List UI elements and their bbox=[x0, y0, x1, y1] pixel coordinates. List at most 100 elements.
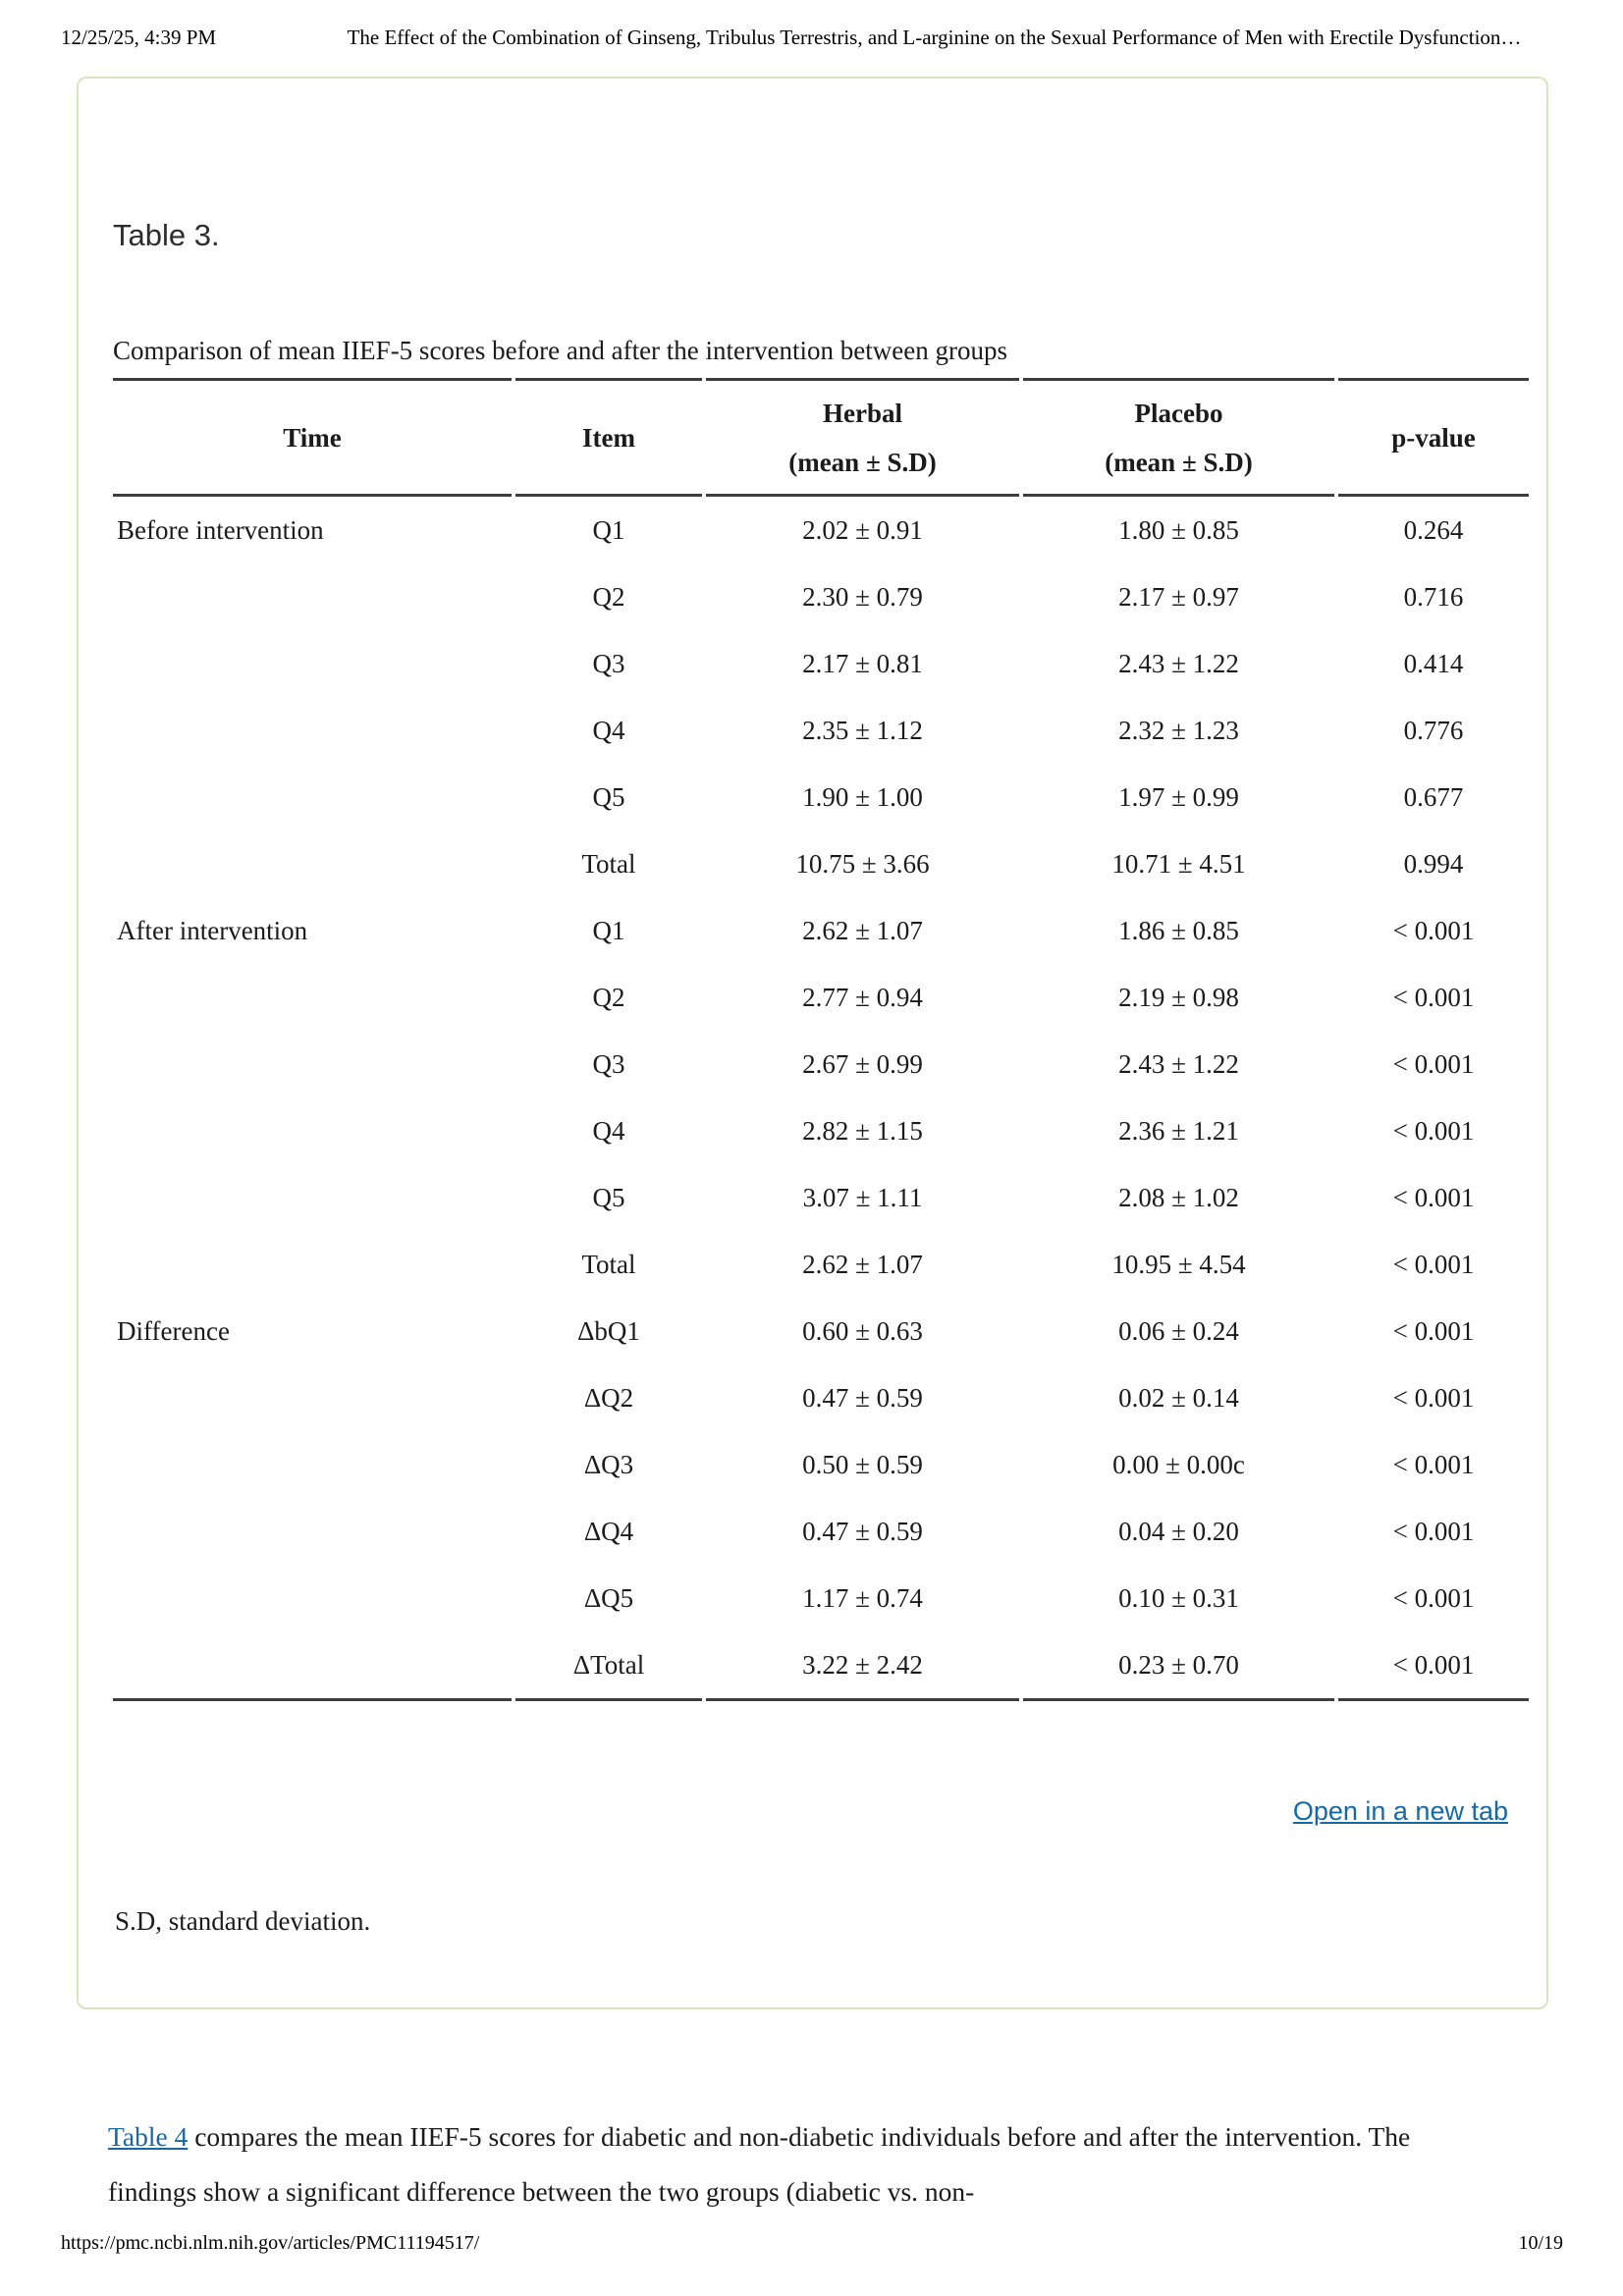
table-row: Before intervention Q1 2.02 ± 0.91 1.80 ± 0… bbox=[113, 497, 1529, 563]
herbal-cell: 10.75 ± 3.66 bbox=[795, 849, 930, 879]
herbal-cell: 2.62 ± 1.07 bbox=[802, 916, 923, 945]
placebo-cell: 2.43 ± 1.22 bbox=[1118, 1049, 1239, 1079]
item-cell: Q4 bbox=[592, 716, 625, 745]
table-row: Q3 2.67 ± 0.99 2.43 ± 1.22 < 0.001 bbox=[113, 1031, 1529, 1097]
placebo-cell: 0.23 ± 0.70 bbox=[1023, 1631, 1334, 1701]
p-value-cell: 0.776 bbox=[1403, 716, 1464, 745]
item-cell: Q3 bbox=[592, 1049, 625, 1079]
item-cell: Q2 bbox=[592, 582, 625, 612]
placebo-cell: 2.08 ± 1.02 bbox=[1118, 1183, 1239, 1212]
col-header-placebo: Placebo (mean ± S.D) bbox=[1023, 378, 1334, 497]
col-header-herbal: Herbal (mean ± S.D) bbox=[706, 378, 1019, 497]
table-row: Q5 1.90 ± 1.00 1.97 ± 0.99 0.677 bbox=[113, 764, 1529, 830]
table-row: Q4 2.82 ± 1.15 2.36 ± 1.21 < 0.001 bbox=[113, 1097, 1529, 1164]
col-header-placebo-sub: (mean ± S.D) bbox=[1105, 448, 1253, 477]
table-row: ΔQ4 0.47 ± 0.59 0.04 ± 0.20 < 0.001 bbox=[113, 1498, 1529, 1565]
herbal-cell: 2.02 ± 0.91 bbox=[802, 515, 923, 545]
table-row: Q2 2.77 ± 0.94 2.19 ± 0.98 < 0.001 bbox=[113, 964, 1529, 1031]
item-cell: ΔbQ1 bbox=[577, 1316, 640, 1346]
p-value-cell: < 0.001 bbox=[1392, 1183, 1475, 1212]
print-datetime: 12/25/25, 4:39 PM bbox=[61, 26, 217, 49]
table-header-row: Time Item Herbal (mean ± S.D) Placebo (m… bbox=[113, 378, 1529, 497]
time-cell bbox=[113, 1364, 512, 1431]
table-figure-box: Table 3. Comparison of mean IIEF-5 score… bbox=[77, 77, 1548, 2009]
table-footnote: S.D, standard deviation. bbox=[115, 1906, 371, 1936]
time-cell bbox=[113, 1565, 512, 1631]
item-cell: ΔQ5 bbox=[583, 1583, 634, 1613]
item-cell: Q4 bbox=[592, 1116, 625, 1146]
p-value-cell: < 0.001 bbox=[1392, 1316, 1475, 1346]
item-cell: Total bbox=[581, 849, 636, 879]
print-footer: https://pmc.ncbi.nlm.nih.gov/articles/PM… bbox=[61, 2232, 1563, 2255]
table-row: Q2 2.30 ± 0.79 2.17 ± 0.97 0.716 bbox=[113, 563, 1529, 630]
placebo-cell: 1.97 ± 0.99 bbox=[1118, 782, 1239, 812]
p-value-cell: < 0.001 bbox=[1392, 1049, 1475, 1079]
col-header-herbal-name: Herbal bbox=[823, 399, 902, 428]
item-cell: Q5 bbox=[592, 782, 625, 812]
footer-page-indicator: 10/19 bbox=[1518, 2232, 1563, 2254]
table-4-link[interactable]: Table 4 bbox=[108, 2120, 189, 2152]
p-value-cell: < 0.001 bbox=[1392, 1116, 1475, 1146]
placebo-cell: 0.10 ± 0.31 bbox=[1118, 1583, 1239, 1613]
placebo-cell: 2.43 ± 1.22 bbox=[1118, 649, 1239, 678]
item-cell: Q1 bbox=[592, 515, 625, 545]
col-header-herbal-sub: (mean ± S.D) bbox=[788, 448, 937, 477]
time-cell bbox=[113, 697, 512, 764]
time-cell bbox=[113, 1031, 512, 1097]
item-cell: Q5 bbox=[592, 1183, 625, 1212]
herbal-cell: 2.30 ± 0.79 bbox=[802, 582, 923, 612]
table-body: Before intervention Q1 2.02 ± 0.91 1.80 ± 0… bbox=[113, 497, 1529, 1701]
time-cell bbox=[113, 1431, 512, 1498]
herbal-cell: 2.62 ± 1.07 bbox=[802, 1250, 923, 1279]
placebo-cell: 1.80 ± 0.85 bbox=[1118, 515, 1239, 545]
p-value-cell: < 0.001 bbox=[1392, 916, 1475, 945]
time-cell bbox=[113, 1631, 512, 1701]
p-value-cell: < 0.001 bbox=[1392, 1250, 1475, 1279]
item-cell: Q2 bbox=[592, 983, 625, 1012]
herbal-cell: 2.77 ± 0.94 bbox=[802, 983, 923, 1012]
herbal-cell: 3.22 ± 2.42 bbox=[706, 1631, 1019, 1701]
time-cell: After intervention bbox=[117, 916, 308, 945]
herbal-cell: 2.82 ± 1.15 bbox=[802, 1116, 923, 1146]
p-value-cell: < 0.001 bbox=[1338, 1631, 1529, 1701]
p-value-cell: < 0.001 bbox=[1392, 1450, 1475, 1479]
body-paragraph: Table 4 compares the mean IIEF-5 scores … bbox=[108, 2109, 1475, 2219]
placebo-cell: 2.19 ± 0.98 bbox=[1118, 983, 1239, 1012]
table-row: ΔTotal 3.22 ± 2.42 0.23 ± 0.70 < 0.001 bbox=[113, 1631, 1529, 1701]
table-row: ΔQ3 0.50 ± 0.59 0.00 ± 0.00c < 0.001 bbox=[113, 1431, 1529, 1498]
open-in-new-tab-link[interactable]: Open in a new tab bbox=[1292, 1796, 1508, 1826]
item-cell: ΔQ4 bbox=[583, 1517, 634, 1546]
placebo-cell: 0.00 ± 0.00c bbox=[1112, 1450, 1245, 1479]
herbal-cell: 0.60 ± 0.63 bbox=[802, 1316, 923, 1346]
time-cell: Difference bbox=[117, 1316, 230, 1346]
item-cell: ΔTotal bbox=[515, 1631, 702, 1701]
time-cell bbox=[113, 764, 512, 830]
table-row: Total 2.62 ± 1.07 10.95 ± 4.54 < 0.001 bbox=[113, 1231, 1529, 1298]
document-title: The Effect of the Combination of Ginseng… bbox=[347, 26, 1522, 49]
placebo-cell: 0.02 ± 0.14 bbox=[1118, 1383, 1239, 1413]
placebo-cell: 2.36 ± 1.21 bbox=[1118, 1116, 1239, 1146]
herbal-cell: 2.67 ± 0.99 bbox=[802, 1049, 923, 1079]
open-link-row: Open in a new tab bbox=[1293, 1796, 1508, 1827]
p-value-cell: 0.716 bbox=[1403, 582, 1464, 612]
item-cell: Q3 bbox=[592, 649, 625, 678]
placebo-cell: 2.17 ± 0.97 bbox=[1118, 582, 1239, 612]
col-header-item: Item bbox=[515, 378, 702, 497]
footer-url: https://pmc.ncbi.nlm.nih.gov/articles/PM… bbox=[61, 2232, 480, 2254]
item-cell: Total bbox=[581, 1250, 636, 1279]
table-label: Table 3. bbox=[113, 218, 220, 252]
placebo-cell: 0.06 ± 0.24 bbox=[1118, 1316, 1239, 1346]
table-row: Q4 2.35 ± 1.12 2.32 ± 1.23 0.776 bbox=[113, 697, 1529, 764]
placebo-cell: 2.32 ± 1.23 bbox=[1118, 716, 1239, 745]
p-value-cell: < 0.001 bbox=[1392, 1517, 1475, 1546]
p-value-cell: 0.264 bbox=[1403, 515, 1464, 545]
table-row: ΔQ2 0.47 ± 0.59 0.02 ± 0.14 < 0.001 bbox=[113, 1364, 1529, 1431]
table-wrapper: Time Item Herbal (mean ± S.D) Placebo (m… bbox=[109, 378, 1533, 1701]
placebo-cell: 0.04 ± 0.20 bbox=[1118, 1517, 1239, 1546]
herbal-cell: 0.47 ± 0.59 bbox=[802, 1383, 923, 1413]
herbal-cell: 0.50 ± 0.59 bbox=[802, 1450, 923, 1479]
table-row: ΔQ5 1.17 ± 0.74 0.10 ± 0.31 < 0.001 bbox=[113, 1565, 1529, 1631]
time-cell bbox=[113, 1164, 512, 1231]
time-cell: Before intervention bbox=[117, 515, 324, 545]
